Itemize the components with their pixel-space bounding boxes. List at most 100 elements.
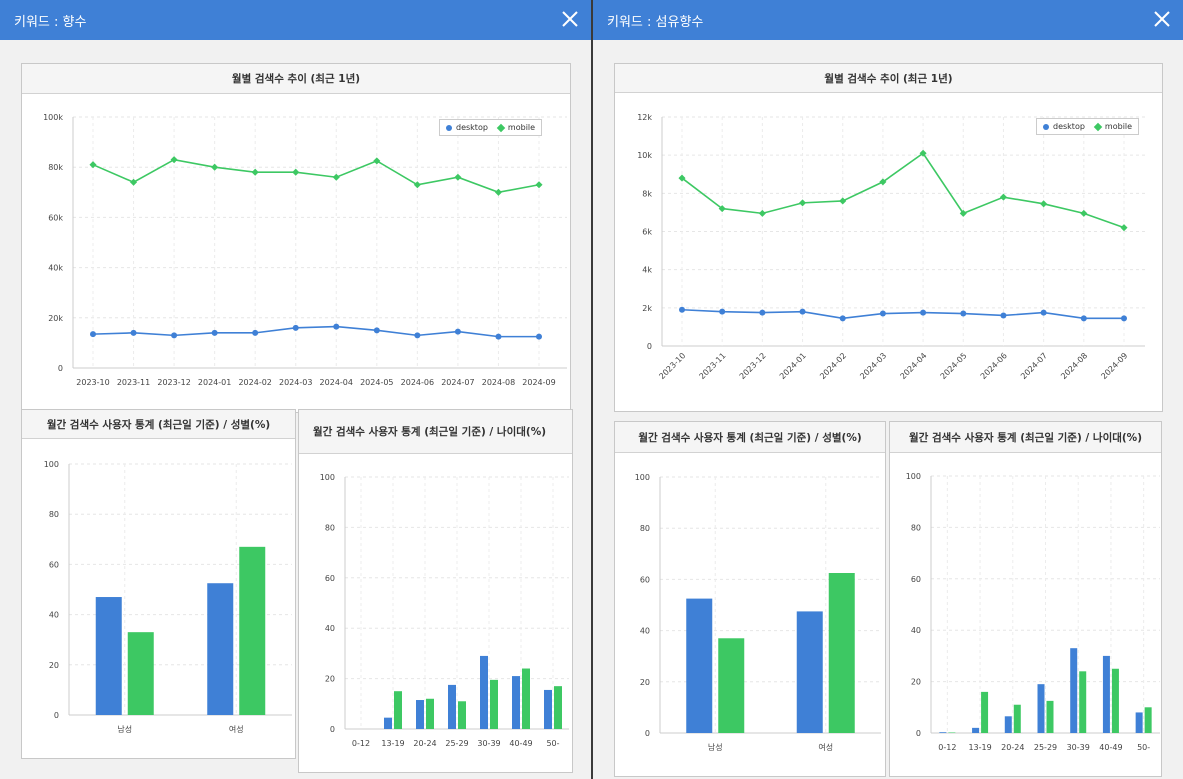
y-tick-label: 40 (49, 611, 59, 620)
x-tick-label: 2024-02 (238, 378, 271, 387)
data-point-desktop (759, 309, 766, 316)
age-bar-chart: 0 20 40 60 80 100 0-12 13-19 20-24 25-29 30-39 40-4… (320, 473, 569, 748)
bar-mobile (981, 691, 989, 733)
x-tick-label: 2024-01 (778, 351, 808, 381)
titlebar-right: 키워드 : 섬유향수 (593, 0, 1183, 40)
data-point-desktop (414, 332, 421, 339)
legend-label: mobile (1104, 122, 1133, 131)
bar-desktop (207, 583, 234, 715)
bar-mobile (1046, 700, 1054, 733)
x-tick-label: 30-39 (477, 739, 500, 748)
y-tick-label: 0 (58, 364, 63, 373)
x-tick-label: 25-29 (445, 739, 468, 748)
bar-mobile (554, 686, 562, 729)
x-tick-label: 2024-06 (401, 378, 434, 387)
legend-item-desktop: desktop (446, 123, 488, 132)
y-tick-label: 20k (48, 314, 63, 323)
bar-mobile (394, 691, 402, 729)
x-tick-label: 40-49 (1099, 743, 1122, 752)
y-tick-label: 20 (325, 675, 335, 684)
bar-mobile (458, 701, 466, 729)
monthly-trend-card-right: 월별 검색수 추이 (최근 1년) 0 2k 4k 6k 8k 10k 12k 2023-10… (614, 63, 1163, 412)
y-tick-label: 0 (54, 711, 59, 720)
data-point-mobile (130, 178, 138, 186)
y-tick-label: 20 (640, 678, 650, 687)
x-tick-label: 50- (1137, 743, 1150, 752)
data-point-desktop (373, 327, 380, 334)
x-tick-label: 2023-10 (76, 378, 109, 387)
data-point-mobile (1120, 224, 1128, 232)
card-title: 월간 검색수 사용자 통계 (최근일 기준) / 나이대(%) (890, 422, 1161, 453)
x-tick-label: 40-49 (509, 739, 532, 748)
x-tick-label: 2024-04 (898, 351, 928, 381)
data-point-desktop (799, 308, 806, 315)
gender-bar-chart: 0 20 40 60 80 100 남성 여성 (635, 473, 881, 752)
data-point-mobile (332, 173, 340, 181)
bar-mobile (828, 573, 855, 733)
gender-card-left: 월간 검색수 사용자 통계 (최근일 기준) / 성별(%) 0 20 40 60 80… (21, 409, 296, 759)
data-point-mobile (799, 199, 807, 207)
bar-desktop (939, 732, 947, 733)
x-tick-label: 2024-05 (360, 378, 393, 387)
x-tick-label: 13-19 (968, 743, 991, 752)
keyword-title-right: 키워드 : 섬유향수 (607, 15, 704, 30)
bar-mobile (1111, 668, 1119, 733)
y-tick-label: 80 (911, 523, 921, 532)
x-tick-label: 25-29 (1034, 743, 1057, 752)
y-tick-label: 80 (49, 510, 59, 519)
y-tick-label: 20 (911, 678, 921, 687)
x-tick-label: 0-12 (938, 743, 956, 752)
bar-desktop (384, 717, 392, 729)
y-tick-label: 0 (330, 725, 335, 734)
x-tick-label: 여성 (229, 724, 244, 734)
y-tick-label: 100 (320, 473, 335, 482)
data-point-desktop (1040, 309, 1047, 316)
y-tick-label: 0 (647, 342, 652, 351)
bar-mobile (426, 698, 434, 729)
y-tick-label: 6k (642, 228, 652, 237)
close-icon[interactable] (559, 8, 581, 30)
data-point-desktop (454, 328, 461, 335)
close-icon[interactable] (1151, 8, 1173, 30)
age-card-right: 월간 검색수 사용자 통계 (최근일 기준) / 나이대(%) 0 20 40 60 8… (889, 421, 1162, 777)
y-tick-label: 20 (49, 661, 59, 670)
age-bar-chart: 0 20 40 60 80 100 0-12 13-19 20-24 25-29 30-39 40-4… (906, 472, 1160, 752)
data-point-desktop (495, 333, 502, 340)
data-point-desktop (879, 310, 886, 317)
monthly-trend-card-left: 월별 검색수 추이 (최근 1년) 0 20k 40k 60k 80k 100k 2023-… (21, 63, 571, 413)
data-point-mobile (292, 168, 300, 176)
y-tick-label: 40 (640, 627, 650, 636)
x-tick-label: 2024-01 (198, 378, 231, 387)
bar-desktop (512, 676, 520, 729)
bar-desktop (796, 611, 823, 733)
y-tick-label: 0 (645, 729, 650, 738)
data-point-mobile (413, 181, 421, 189)
titlebar-left: 키워드 : 향수 (0, 0, 591, 40)
y-tick-label: 4k (642, 266, 652, 275)
x-tick-label: 20-24 (413, 739, 436, 748)
x-tick-label: 50- (546, 739, 559, 748)
data-point-desktop (1121, 315, 1127, 322)
bar-desktop (1004, 716, 1012, 733)
y-tick-label: 80 (325, 523, 335, 532)
y-tick-label: 10k (637, 151, 652, 160)
x-tick-label: 2023-12 (738, 351, 768, 381)
legend-item-mobile: mobile (1093, 122, 1133, 131)
y-tick-label: 40 (911, 626, 921, 635)
data-point-mobile (1040, 200, 1048, 208)
bar-desktop (1135, 712, 1143, 733)
data-point-mobile (1080, 209, 1088, 217)
x-tick-label: 2024-05 (939, 351, 969, 381)
bar-mobile (1079, 671, 1087, 733)
bar-desktop (1037, 684, 1045, 733)
x-tick-label: 2023-12 (157, 378, 190, 387)
data-point-mobile (758, 209, 766, 217)
x-tick-label: 2024-03 (858, 351, 888, 381)
bar-desktop (480, 655, 488, 729)
data-point-mobile (373, 157, 381, 165)
data-point-mobile (211, 163, 219, 171)
gender-bar-chart: 0 20 40 60 80 100 남성 여성 (44, 460, 292, 734)
data-point-desktop (920, 309, 927, 316)
card-title: 월간 검색수 사용자 통계 (최근일 기준) / 성별(%) (615, 422, 885, 453)
x-tick-label: 2024-09 (1099, 351, 1129, 381)
